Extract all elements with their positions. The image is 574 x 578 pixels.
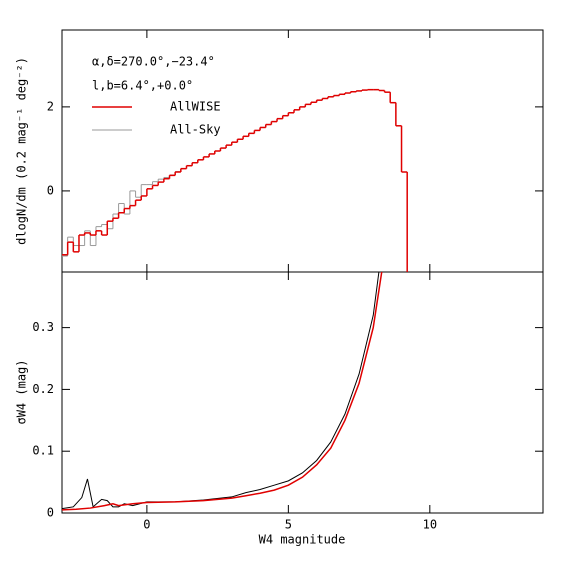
x-tick-label: 5 [285,518,292,532]
plot-area [62,272,383,511]
y-tick-label: 0 [47,506,54,520]
sigma-line [62,272,383,511]
legend-label: AllWISE [170,100,221,114]
x-tick-label: 0 [143,518,150,532]
y-tick-label: 0.3 [32,320,54,334]
y-axis-label: σW4 (mag) [15,359,29,424]
y-tick-label: 0.1 [32,444,54,458]
y-axis-label: dlogN/dm (0.2 mag⁻¹ deg⁻²) [15,57,29,245]
annotation: l,b=6.4°,+0.0° [92,79,193,93]
x-axis-label: W4 magnitude [259,533,346,547]
y-tick-label: 0 [47,183,54,197]
sigma-line [62,272,380,510]
y-tick-label: 2 [47,99,54,113]
x-tick-label: 10 [423,518,437,532]
annotation: α,δ=270.0°,−23.4° [92,55,215,69]
plot-area [62,88,408,272]
y-tick-label: 0.2 [32,382,54,396]
legend-label: All-Sky [170,123,221,137]
bottom-frame [61,271,544,514]
